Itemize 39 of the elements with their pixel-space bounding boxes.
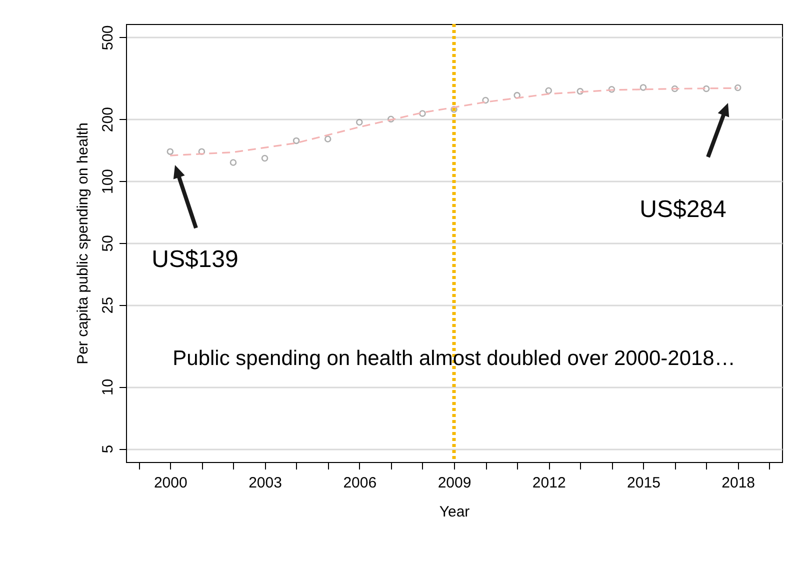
y-tick-label: 100 [100,168,116,194]
point [261,154,268,162]
point [419,110,426,117]
x-tick-label: 2012 [532,474,566,492]
x-tick-label: 2000 [154,474,188,492]
point [482,96,489,104]
x-tick-label: 2018 [722,474,756,492]
y-tick-label: 10 [100,378,116,396]
line-series [169,87,739,156]
point [734,84,742,92]
x-tick-label: 2009 [438,474,472,492]
point [640,84,647,91]
annotation: US$139 [152,246,238,273]
point [230,159,237,166]
y-tick-label: 25 [100,296,116,314]
point [450,106,458,113]
point [514,92,520,99]
point [671,85,678,92]
y-axis-title: Per capita public spending on health [74,122,92,364]
y-tick-label: 5 [100,444,116,454]
point [702,85,710,92]
y-tick-label: 50 [100,235,116,252]
y-tick-label: 200 [100,107,116,132]
point [608,86,616,93]
point [545,87,552,94]
point [198,148,206,155]
y-tick-label: 500 [100,25,116,50]
point [576,88,584,95]
point [166,148,174,155]
point [324,136,332,142]
x-tick-label: 2015 [627,474,660,492]
point [388,116,394,122]
annotation: Public spending on health almost doubled over 2000-2018… [172,347,736,370]
point [356,118,363,126]
x-tick-label: 2006 [343,474,377,492]
x-tick-label: 2003 [248,474,282,492]
point [292,137,300,144]
annotation: US$284 [640,196,726,223]
x-axis-title: Year [439,504,470,520]
